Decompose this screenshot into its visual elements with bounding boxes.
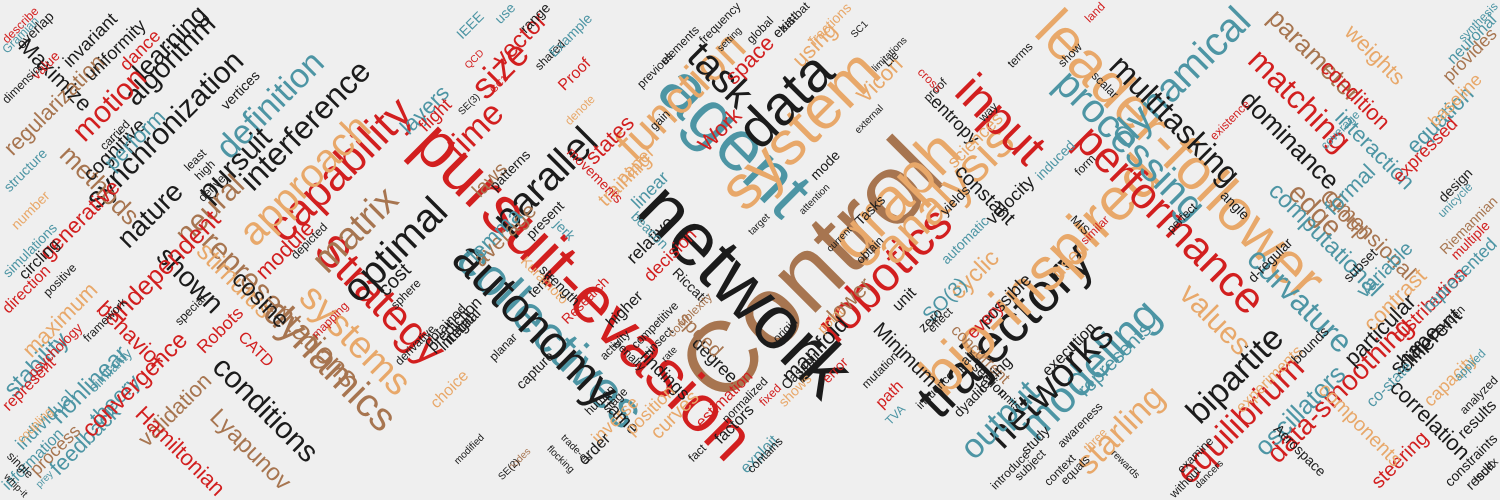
word-cross: cross: [914, 64, 945, 96]
word-existence: existence: [1206, 97, 1253, 143]
word-terms: terms: [1004, 39, 1036, 71]
word-ieee: IEEE: [453, 8, 487, 42]
word-se-2: SE(2): [496, 456, 523, 483]
word-example: Example: [545, 10, 596, 60]
word-denote: denote: [561, 92, 598, 128]
word-proof: Proof: [555, 55, 595, 95]
word-planar: planar: [486, 330, 520, 364]
word-dimension: dimension: [0, 57, 48, 107]
word-modified: modified: [452, 432, 487, 467]
word-choice: choice: [427, 367, 473, 413]
word-use: use: [491, 0, 519, 27]
word-sc1: SC1: [849, 18, 871, 41]
word-rewards: rewards: [1108, 448, 1142, 482]
